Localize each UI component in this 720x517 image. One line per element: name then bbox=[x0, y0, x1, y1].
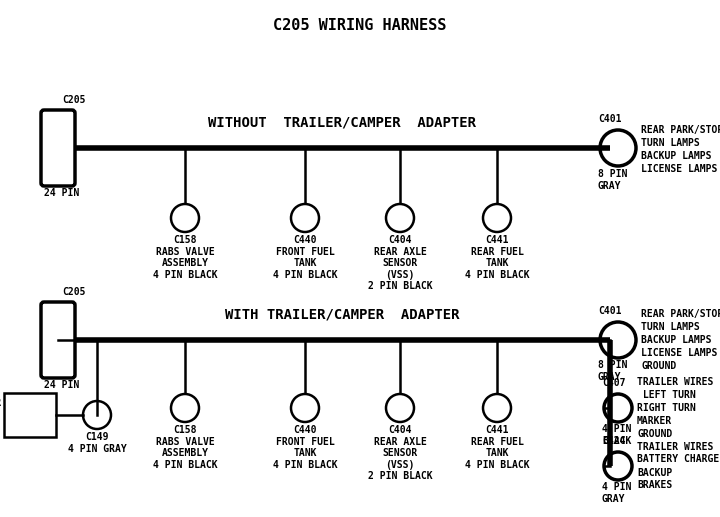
Text: C158
RABS VALVE
ASSEMBLY
4 PIN BLACK: C158 RABS VALVE ASSEMBLY 4 PIN BLACK bbox=[153, 235, 217, 280]
Text: 4 PIN
BLACK: 4 PIN BLACK bbox=[602, 424, 631, 446]
Circle shape bbox=[604, 394, 632, 422]
Circle shape bbox=[483, 204, 511, 232]
Text: C401: C401 bbox=[598, 306, 621, 316]
Text: 8 PIN
GRAY: 8 PIN GRAY bbox=[598, 360, 627, 382]
Text: 4 PIN
GRAY: 4 PIN GRAY bbox=[602, 482, 631, 504]
Text: TURN LAMPS: TURN LAMPS bbox=[641, 322, 700, 332]
Text: BACKUP LAMPS: BACKUP LAMPS bbox=[641, 335, 711, 345]
Text: C404
REAR AXLE
SENSOR
(VSS)
2 PIN BLACK: C404 REAR AXLE SENSOR (VSS) 2 PIN BLACK bbox=[368, 235, 432, 292]
Text: C205: C205 bbox=[62, 95, 86, 105]
Text: LICENSE LAMPS: LICENSE LAMPS bbox=[641, 164, 717, 174]
Text: REAR PARK/STOP: REAR PARK/STOP bbox=[641, 309, 720, 319]
Text: 8 PIN
GRAY: 8 PIN GRAY bbox=[598, 169, 627, 191]
Text: REAR PARK/STOP: REAR PARK/STOP bbox=[641, 125, 720, 135]
Circle shape bbox=[600, 322, 636, 358]
Text: TRAILER WIRES: TRAILER WIRES bbox=[637, 377, 714, 387]
Text: LICENSE LAMPS: LICENSE LAMPS bbox=[641, 348, 717, 358]
Text: MARKER: MARKER bbox=[637, 416, 672, 426]
Text: GROUND: GROUND bbox=[637, 429, 672, 439]
Text: 24 PIN: 24 PIN bbox=[44, 188, 79, 198]
Circle shape bbox=[291, 204, 319, 232]
Text: WITHOUT  TRAILER/CAMPER  ADAPTER: WITHOUT TRAILER/CAMPER ADAPTER bbox=[209, 116, 477, 130]
Text: C441
REAR FUEL
TANK
4 PIN BLACK: C441 REAR FUEL TANK 4 PIN BLACK bbox=[464, 235, 529, 280]
Text: C404
REAR AXLE
SENSOR
(VSS)
2 PIN BLACK: C404 REAR AXLE SENSOR (VSS) 2 PIN BLACK bbox=[368, 425, 432, 481]
Text: C407: C407 bbox=[602, 378, 626, 388]
Circle shape bbox=[483, 394, 511, 422]
Circle shape bbox=[83, 401, 111, 429]
Bar bbox=[4, 393, 56, 437]
Circle shape bbox=[291, 394, 319, 422]
Text: C424: C424 bbox=[602, 436, 626, 446]
Text: WITH TRAILER/CAMPER  ADAPTER: WITH TRAILER/CAMPER ADAPTER bbox=[225, 308, 460, 322]
Text: LEFT TURN: LEFT TURN bbox=[637, 390, 696, 400]
Text: BACKUP: BACKUP bbox=[637, 467, 672, 478]
Circle shape bbox=[171, 394, 199, 422]
Text: TRAILER
RELAY
BOX: TRAILER RELAY BOX bbox=[0, 399, 2, 432]
Text: TURN LAMPS: TURN LAMPS bbox=[641, 138, 700, 148]
Circle shape bbox=[386, 204, 414, 232]
Text: GROUND: GROUND bbox=[641, 361, 676, 371]
Text: C205 WIRING HARNESS: C205 WIRING HARNESS bbox=[274, 18, 446, 33]
Text: BATTERY CHARGE: BATTERY CHARGE bbox=[637, 454, 719, 464]
Text: C440
FRONT FUEL
TANK
4 PIN BLACK: C440 FRONT FUEL TANK 4 PIN BLACK bbox=[273, 235, 337, 280]
Text: 24 PIN: 24 PIN bbox=[44, 380, 79, 390]
Text: C158
RABS VALVE
ASSEMBLY
4 PIN BLACK: C158 RABS VALVE ASSEMBLY 4 PIN BLACK bbox=[153, 425, 217, 470]
Circle shape bbox=[171, 204, 199, 232]
Text: C401: C401 bbox=[598, 114, 621, 124]
Text: C205: C205 bbox=[62, 287, 86, 297]
Text: C441
REAR FUEL
TANK
4 PIN BLACK: C441 REAR FUEL TANK 4 PIN BLACK bbox=[464, 425, 529, 470]
FancyBboxPatch shape bbox=[41, 302, 75, 378]
Text: BACKUP LAMPS: BACKUP LAMPS bbox=[641, 151, 711, 161]
Text: BRAKES: BRAKES bbox=[637, 480, 672, 491]
Text: C440
FRONT FUEL
TANK
4 PIN BLACK: C440 FRONT FUEL TANK 4 PIN BLACK bbox=[273, 425, 337, 470]
Circle shape bbox=[386, 394, 414, 422]
Circle shape bbox=[600, 130, 636, 166]
FancyBboxPatch shape bbox=[41, 110, 75, 186]
Text: TRAILER WIRES: TRAILER WIRES bbox=[637, 442, 714, 451]
Text: RIGHT TURN: RIGHT TURN bbox=[637, 403, 696, 413]
Circle shape bbox=[604, 452, 632, 480]
Text: C149
4 PIN GRAY: C149 4 PIN GRAY bbox=[68, 432, 127, 453]
